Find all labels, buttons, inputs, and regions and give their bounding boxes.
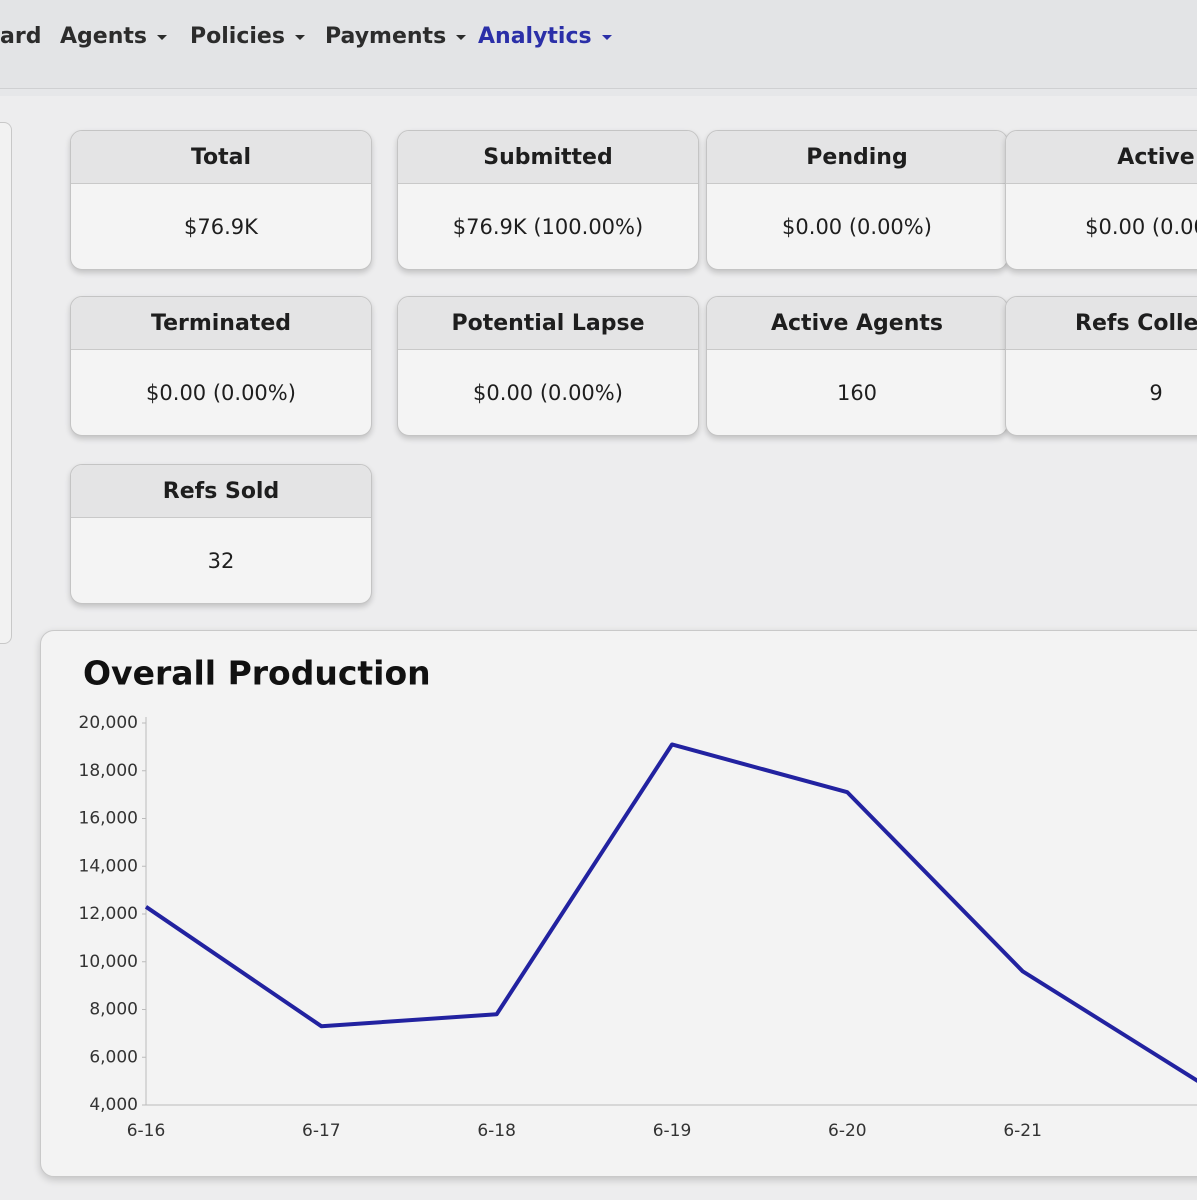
nav-item[interactable]: Analytics: [478, 24, 612, 49]
stat-card: Active Agents 160: [706, 296, 1008, 436]
stat-card: Potential Lapse $0.00 (0.00%): [397, 296, 699, 436]
nav-item[interactable]: Policies: [190, 24, 305, 49]
y-tick-label: 10,000: [79, 952, 138, 972]
card-title: Terminated: [71, 297, 371, 350]
y-tick-label: 16,000: [79, 809, 138, 829]
card-value: 9: [1149, 381, 1163, 405]
x-tick-label: 6-18: [477, 1121, 516, 1141]
card-title: Active Agents: [707, 297, 1007, 350]
card-value: $0.00 (0.00%: [1085, 215, 1197, 239]
card-value: $0.00 (0.00%): [782, 215, 932, 239]
data-line: [144, 742, 1197, 1083]
card-value: $76.9K (100.00%): [452, 215, 644, 239]
card-value: $76.9K: [184, 215, 258, 239]
card-title: Submitted: [398, 131, 698, 184]
y-tick-label: 14,000: [79, 856, 138, 876]
card-title: Refs Sold: [71, 465, 371, 518]
stat-card: Total $76.9K: [70, 130, 372, 270]
x-tick-label: 6-20: [828, 1121, 867, 1141]
x-tick-label: 6-16: [127, 1121, 166, 1141]
card-value: 160: [836, 381, 878, 405]
x-tick-label: 6-19: [653, 1121, 692, 1141]
y-tick-label: 8,000: [89, 1000, 138, 1020]
y-tick-label: 12,000: [79, 904, 138, 924]
stat-card: Refs Collecte 9: [1005, 296, 1197, 436]
y-tick-label: 6,000: [89, 1047, 138, 1067]
nav-item[interactable]: ard: [0, 24, 42, 49]
nav-item[interactable]: Payments: [325, 24, 467, 49]
chart-title: Overall Production: [83, 654, 431, 693]
y-tick-label: 18,000: [79, 761, 138, 781]
side-panel: [0, 122, 12, 644]
card-title: Total: [71, 131, 371, 184]
stat-card: Pending $0.00 (0.00%): [706, 130, 1008, 270]
card-title: Pending: [707, 131, 1007, 184]
nav-item[interactable]: Agents: [60, 24, 167, 49]
chart-panel: Overall Production 4,000 6,000 8,000 10,000…: [40, 630, 1197, 1177]
nav-bar: ard Agents Policies Payments Analytics: [0, 0, 1197, 89]
x-tick-label: 6-17: [302, 1121, 341, 1141]
stat-card: Refs Sold 32: [70, 464, 372, 604]
card-value: $0.00 (0.00%): [146, 381, 296, 405]
card-title: Refs Collecte: [1006, 297, 1197, 350]
card-title: Active: [1006, 131, 1197, 184]
x-tick-label: 6-21: [1003, 1121, 1042, 1141]
y-tick-label: 20,000: [79, 713, 138, 733]
card-title: Potential Lapse: [398, 297, 698, 350]
chart: Overall Production 4,000 6,000 8,000 10,000…: [79, 654, 1197, 1141]
stat-card: Terminated $0.00 (0.00%): [70, 296, 372, 436]
content: Total $76.9K Submitted $76.9K (100.00%) Pend…: [0, 96, 1197, 1200]
stat-card: Active $0.00 (0.00%: [1005, 130, 1197, 270]
card-value: 32: [207, 549, 235, 573]
y-tick-label: 4,000: [89, 1095, 138, 1115]
stat-card: Submitted $76.9K (100.00%): [397, 130, 699, 270]
card-value: $0.00 (0.00%): [473, 381, 623, 405]
